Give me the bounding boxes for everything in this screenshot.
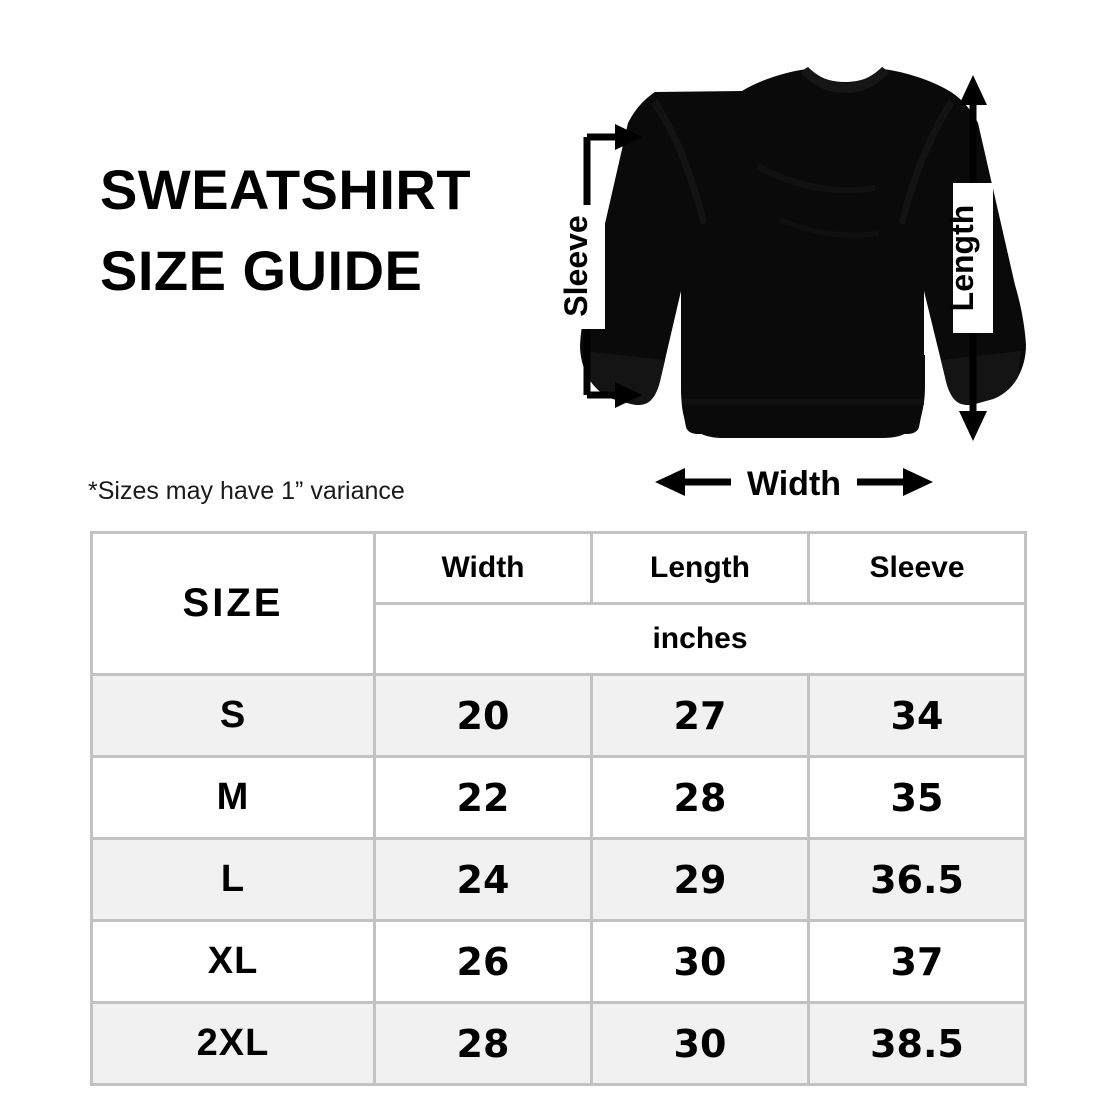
row-size-label: L [90, 837, 376, 922]
row-width-value: 20 [373, 673, 593, 758]
page-title-line-1: SWEATSHIRT [100, 158, 472, 221]
width-arrowhead-left [655, 468, 685, 496]
row-length-value: 27 [590, 673, 810, 758]
table-row: 2XL 28 30 38.5 [90, 1001, 1027, 1086]
length-arrowhead-bottom [959, 411, 987, 441]
header-units: inches [373, 602, 1027, 676]
header-length: Length [590, 531, 810, 605]
svg-text:Sleeve: Sleeve [558, 215, 594, 316]
table-row: L 24 29 36.5 [90, 837, 1027, 922]
row-size-label: XL [90, 919, 376, 1004]
row-length-value: 30 [590, 919, 810, 1004]
row-size-label: 2XL [90, 1001, 376, 1086]
row-length-value: 28 [590, 755, 810, 840]
header-width: Width [373, 531, 593, 605]
size-chart-table: SIZE Width Length Sleeve inches S 20 27 … [90, 531, 1027, 1086]
page-title: SWEATSHIRT SIZE GUIDE [100, 150, 570, 311]
row-size-label: S [90, 673, 376, 758]
row-width-value: 24 [373, 837, 593, 922]
table-header-row-measurements: SIZE Width Length Sleeve [90, 531, 1027, 676]
row-length-value: 30 [590, 1001, 810, 1086]
width-label: Width [747, 465, 841, 503]
length-measure-annotation: Length [944, 75, 993, 441]
length-label: Length [944, 205, 980, 312]
row-sleeve-value: 34 [807, 673, 1027, 758]
sleeve-arrowhead-bottom [615, 382, 642, 408]
row-sleeve-value: 35 [807, 755, 1027, 840]
row-width-value: 26 [373, 919, 593, 1004]
table-row: M 22 28 35 [90, 755, 1027, 840]
length-arrowhead-top [959, 75, 987, 105]
size-chart-body: SIZE Width Length Sleeve inches S 20 27 … [90, 531, 1027, 1086]
sleeve-arrowhead-top [615, 124, 642, 150]
row-length-value: 29 [590, 837, 810, 922]
variance-note: *Sizes may have 1” variance [88, 477, 405, 505]
row-sleeve-value: 36.5 [807, 837, 1027, 922]
width-measure-annotation: Width [655, 465, 933, 503]
width-arrowhead-right [903, 468, 933, 496]
row-size-label: M [90, 755, 376, 840]
table-row: S 20 27 34 [90, 673, 1027, 758]
header-size: SIZE [90, 531, 376, 676]
table-row: XL 26 30 37 [90, 919, 1027, 1004]
header-sleeve: Sleeve [807, 531, 1027, 605]
row-sleeve-value: 38.5 [807, 1001, 1027, 1086]
row-width-value: 28 [373, 1001, 593, 1086]
sweatshirt-illustration: Sleeve Sleeve Length Width [545, 55, 1055, 515]
table-header-row-units: inches [92, 602, 1027, 676]
page-title-line-2: SIZE GUIDE [100, 238, 423, 302]
row-sleeve-value: 37 [807, 919, 1027, 1004]
row-width-value: 22 [373, 755, 593, 840]
sweatshirt-garment [580, 61, 1026, 438]
